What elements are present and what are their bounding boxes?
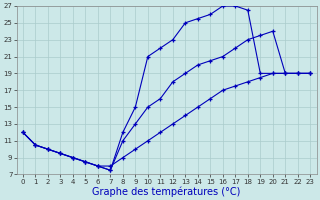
- X-axis label: Graphe des températures (°C): Graphe des températures (°C): [92, 186, 241, 197]
